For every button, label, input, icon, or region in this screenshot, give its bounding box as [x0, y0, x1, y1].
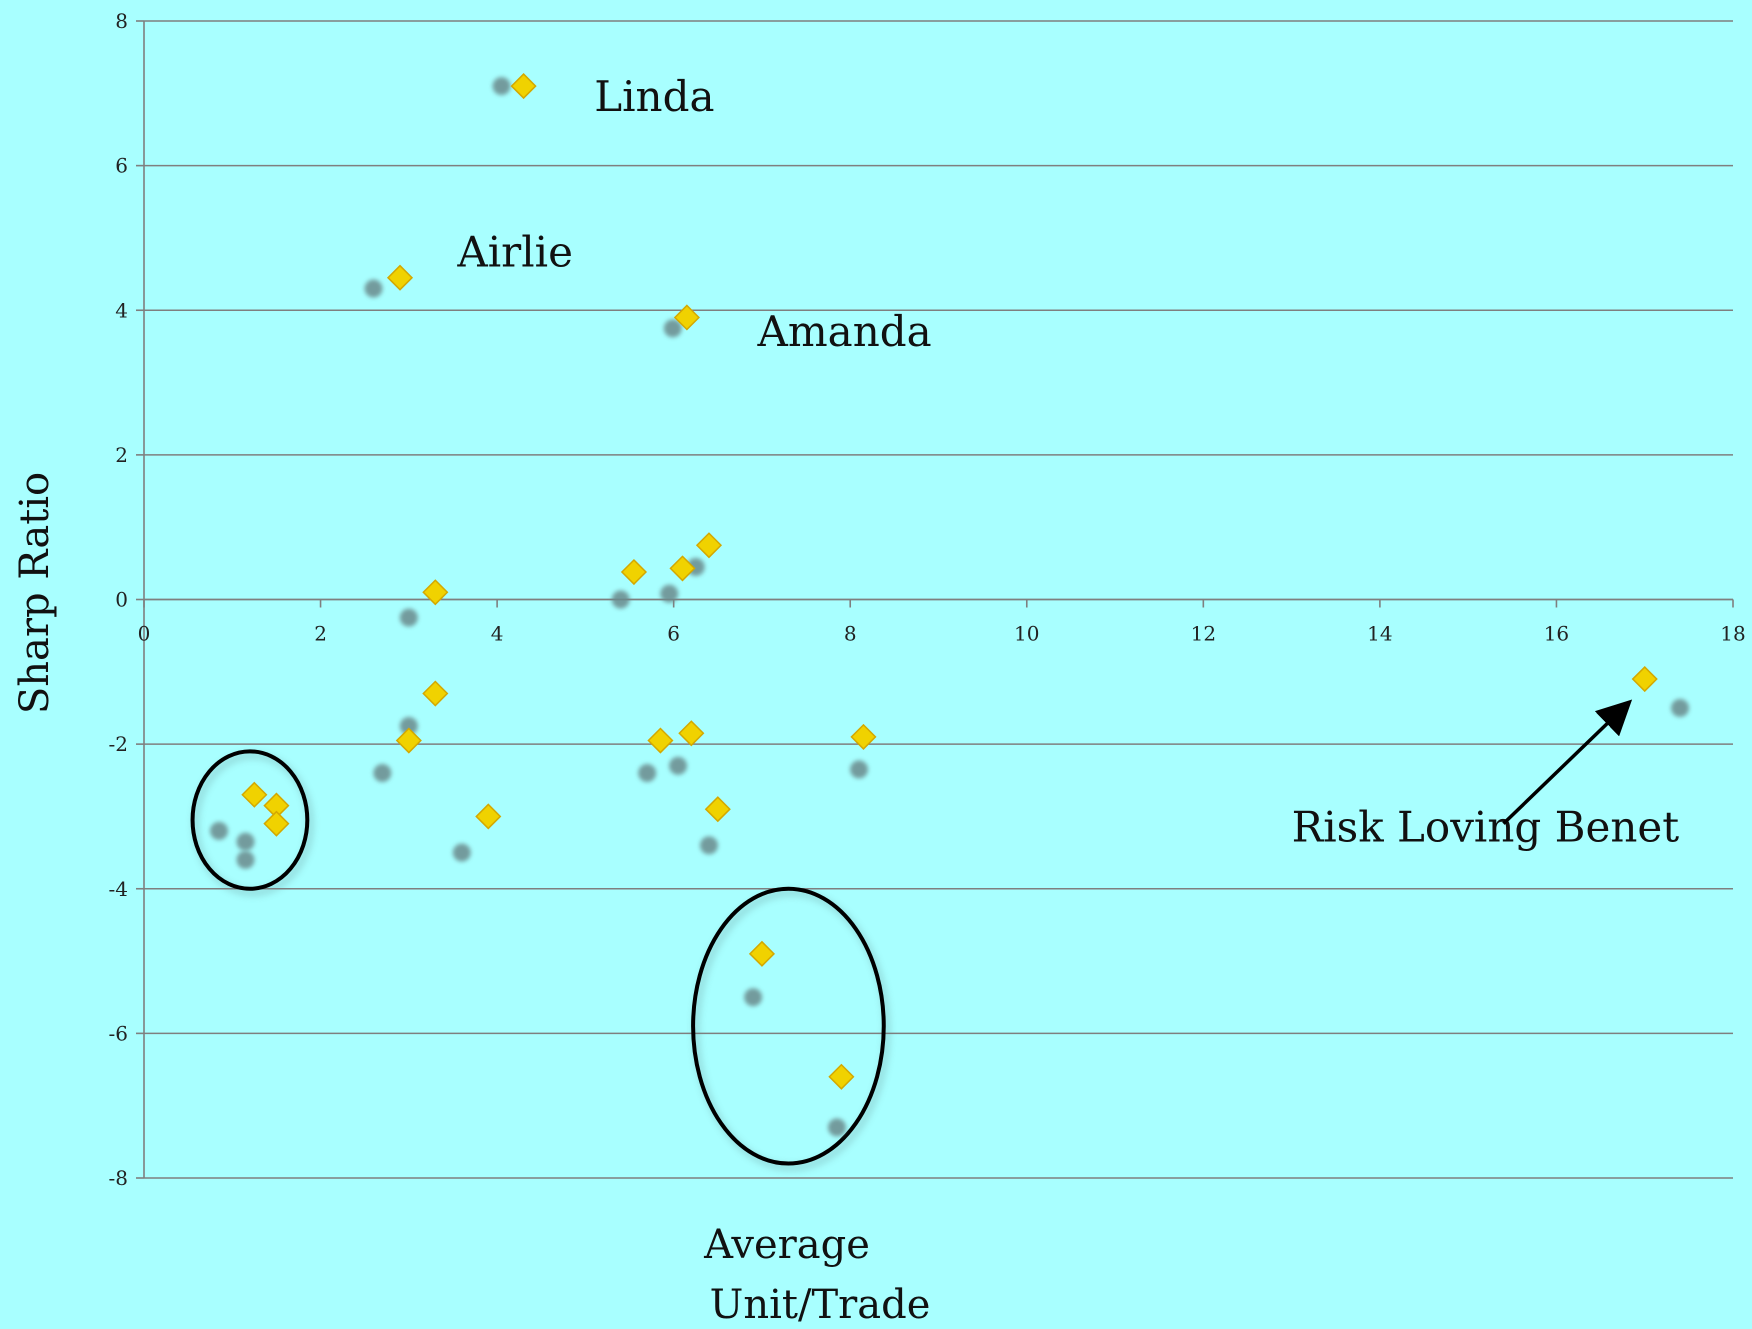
- ellipse-shadow: [193, 753, 313, 895]
- x-tick-label: 8: [844, 622, 857, 646]
- y-tick-label: 2: [115, 443, 128, 467]
- shadow-point: [236, 850, 255, 869]
- shadow-point: [669, 756, 688, 775]
- diamond-point: [695, 532, 723, 559]
- y-tick-label: 8: [115, 9, 128, 33]
- diamond-point: [1631, 665, 1658, 693]
- highlight-ellipses: [190, 749, 889, 1170]
- shadow-markers: [210, 77, 1690, 1137]
- shadow-point: [492, 77, 511, 96]
- diamond-point: [475, 803, 502, 830]
- x-tick-label: 4: [491, 622, 504, 646]
- shadow-point: [638, 764, 657, 783]
- shadow-point: [399, 608, 418, 627]
- x-tick-label: 14: [1367, 622, 1392, 646]
- annotation-label: Risk Loving Benet: [1292, 802, 1680, 851]
- x-tick-label: 18: [1720, 622, 1745, 646]
- shadow-point: [850, 760, 869, 779]
- y-tick-label: -6: [109, 1021, 128, 1045]
- y-tick-label: 0: [115, 588, 128, 612]
- shadow-point: [1671, 698, 1690, 717]
- diamond-point: [673, 304, 700, 331]
- shadow-point: [399, 717, 418, 736]
- diamond-point: [395, 727, 422, 754]
- x-tick-label: 16: [1544, 622, 1569, 646]
- x-axis-title-line-2: Unit/Trade: [710, 1282, 931, 1328]
- diamond-markers: [241, 73, 1658, 1090]
- annotation-label: Linda: [594, 72, 714, 121]
- shadow-point: [611, 590, 630, 609]
- shadow-point: [663, 319, 682, 338]
- diamond-point: [850, 723, 877, 750]
- shadow-point: [660, 584, 679, 603]
- y-tick-label: -4: [109, 877, 128, 901]
- shadow-point: [210, 821, 229, 840]
- y-tick-label: -8: [109, 1166, 128, 1190]
- ellipse-shadow: [694, 890, 889, 1170]
- diamond-point: [510, 73, 537, 100]
- diamond-point: [704, 796, 731, 823]
- diamond-point: [828, 1063, 855, 1090]
- x-tick-label: 0: [138, 622, 151, 646]
- shadow-point: [827, 1118, 846, 1137]
- diamond-point: [620, 558, 648, 586]
- diamond-point: [678, 720, 705, 747]
- shadow-point: [699, 836, 718, 855]
- shadow-point: [236, 832, 255, 851]
- x-axis-title-line-1: Average: [703, 1222, 870, 1268]
- diamond-point: [386, 264, 414, 291]
- x-tick-label: 12: [1191, 622, 1216, 646]
- y-tick-label: 4: [115, 298, 128, 322]
- diamond-point: [422, 680, 449, 707]
- annotation-label: Amanda: [757, 307, 932, 356]
- y-tick-label: -2: [109, 732, 128, 756]
- diamond-point: [263, 810, 290, 837]
- y-tick-label: 6: [115, 154, 128, 178]
- x-tick-label: 6: [667, 622, 680, 646]
- shadow-point: [364, 279, 383, 298]
- diamond-point: [647, 727, 674, 754]
- shadow-point: [744, 988, 763, 1007]
- highlight-ellipse: [190, 749, 310, 891]
- shadow-point: [452, 843, 471, 862]
- annotation-label: Airlie: [456, 227, 573, 276]
- annotation-arrow: [1502, 699, 1633, 825]
- diamond-point: [748, 940, 776, 967]
- highlight-ellipse: [691, 886, 886, 1166]
- diamond-point: [669, 555, 696, 582]
- axes: 0 2 4 6 8 10 12 14 16 18: [138, 21, 1746, 1178]
- diamond-point: [422, 579, 449, 606]
- annotations: Linda Airlie Amanda Risk Loving Benet: [456, 72, 1679, 851]
- diamond-point: [241, 781, 268, 808]
- x-tick-label: 10: [1014, 622, 1039, 646]
- shadow-point: [373, 764, 392, 783]
- y-axis-title: Sharp Ratio: [12, 472, 58, 714]
- x-tick-label: 2: [314, 622, 327, 646]
